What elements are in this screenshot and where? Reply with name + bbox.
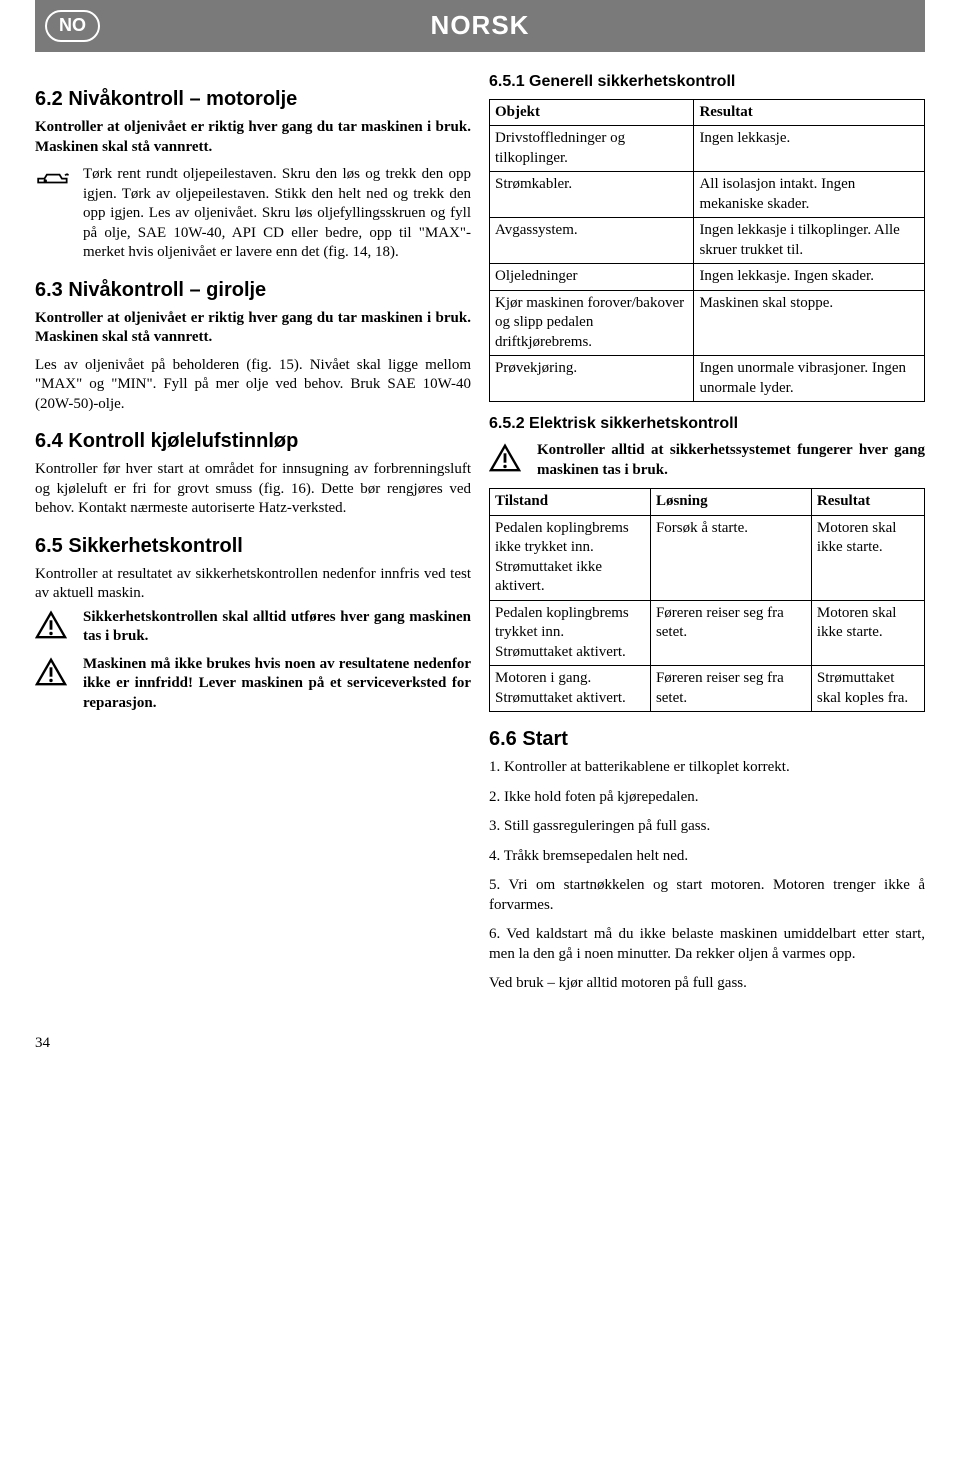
section-6-3-heading: 6.3 Nivåkontroll – girolje xyxy=(35,277,471,303)
section-6-2-heading: 6.2 Nivåkontroll – motorolje xyxy=(35,86,471,112)
table-row: Kjør maskinen forover/bakover og slipp p… xyxy=(490,290,925,356)
section-6-5-intro: Kontroller at resultatet av sikkerhetsko… xyxy=(35,565,471,604)
table-row: Strømkabler.All isolasjon intakt. Ingen … xyxy=(490,172,925,218)
section-6-5-heading: 6.5 Sikkerhetskontroll xyxy=(35,533,471,559)
warning-block-2: Maskinen må ikke brukes hvis noen av res… xyxy=(35,655,471,714)
section-6-3-body: Les av oljenivået på beholderen (fig. 15… xyxy=(35,356,471,415)
warning-text-1: Sikkerhetskontrollen skal alltid utføres… xyxy=(83,608,471,647)
list-item: 3. Still gassreguleringen på full gass. xyxy=(489,817,925,837)
page-number: 34 xyxy=(35,1034,925,1054)
table-header: Resultat xyxy=(694,99,925,126)
oil-icon xyxy=(35,165,75,263)
list-item: 5. Vri om startnøkkelen og start motoren… xyxy=(489,876,925,915)
warning-icon xyxy=(35,608,75,647)
left-column: 6.2 Nivåkontroll – motorolje Kontroller … xyxy=(35,72,471,1002)
section-6-3-lead: Kontroller at oljenivået er riktig hver … xyxy=(35,309,471,348)
electric-safety-table: Tilstand Løsning Resultat Pedalen koplin… xyxy=(489,488,925,712)
oil-check-block: Tørk rent rundt oljepeilestaven. Skru de… xyxy=(35,165,471,263)
table-row: Drivstoffledninger og tilkoplinger.Ingen… xyxy=(490,126,925,172)
section-6-2-lead: Kontroller at oljenivået er riktig hver … xyxy=(35,118,471,157)
section-6-6-trailing: Ved bruk – kjør alltid motoren på full g… xyxy=(489,974,925,994)
table-row: Pedalen koplingbrems trykket inn. Strømu… xyxy=(490,600,925,666)
list-item: 6. Ved kaldstart må du ikke belaste mask… xyxy=(489,925,925,964)
section-6-4-body: Kontroller før hver start at området for… xyxy=(35,460,471,519)
section-6-6-heading: 6.6 Start xyxy=(489,726,925,752)
table-header: Objekt xyxy=(490,99,694,126)
warning-icon xyxy=(35,655,75,714)
warning-text-2: Maskinen må ikke brukes hvis noen av res… xyxy=(83,655,471,714)
general-safety-table: Objekt Resultat Drivstoffledninger og ti… xyxy=(489,99,925,403)
table-header: Løsning xyxy=(650,489,811,516)
oil-check-text: Tørk rent rundt oljepeilestaven. Skru de… xyxy=(83,165,471,263)
table-row: OljeledningerIngen lekkasje. Ingen skade… xyxy=(490,264,925,291)
warning-text-3: Kontroller alltid at sikkerhetssystemet … xyxy=(537,441,925,480)
list-item: 4. Tråkk bremsepedalen helt ned. xyxy=(489,847,925,867)
warning-block-1: Sikkerhetskontrollen skal alltid utføres… xyxy=(35,608,471,647)
language-badge: NO xyxy=(45,10,100,41)
table-header: Tilstand xyxy=(490,489,651,516)
section-6-5-2-heading: 6.5.2 Elektrisk sikkerhetskontroll xyxy=(489,414,925,435)
table-row: Objekt Resultat xyxy=(490,99,925,126)
table-header: Resultat xyxy=(811,489,924,516)
list-item: 1. Kontroller at batterikablene er tilko… xyxy=(489,758,925,778)
table-row: Pedalen koplingbrems ikke trykket inn. S… xyxy=(490,515,925,600)
table-row: Motoren i gang. Strømuttaket aktivert.Fø… xyxy=(490,666,925,712)
section-6-4-heading: 6.4 Kontroll kjølelufstinnløp xyxy=(35,428,471,454)
start-steps-list: 1. Kontroller at batterikablene er tilko… xyxy=(489,758,925,964)
right-column: 6.5.1 Generell sikkerhetskontroll Objekt… xyxy=(489,72,925,1002)
header-bar: NO NORSK xyxy=(35,0,925,52)
table-row: Avgassystem.Ingen lekkasje i tilkoplinge… xyxy=(490,218,925,264)
section-6-5-1-heading: 6.5.1 Generell sikkerhetskontroll xyxy=(489,72,925,93)
warning-icon xyxy=(489,441,529,480)
table-row: Prøvekjøring.Ingen unormale vibrasjoner.… xyxy=(490,356,925,402)
header-title: NORSK xyxy=(431,9,530,43)
list-item: 2. Ikke hold foten på kjørepedalen. xyxy=(489,788,925,808)
warning-block-3: Kontroller alltid at sikkerhetssystemet … xyxy=(489,441,925,480)
table-row: Tilstand Løsning Resultat xyxy=(490,489,925,516)
